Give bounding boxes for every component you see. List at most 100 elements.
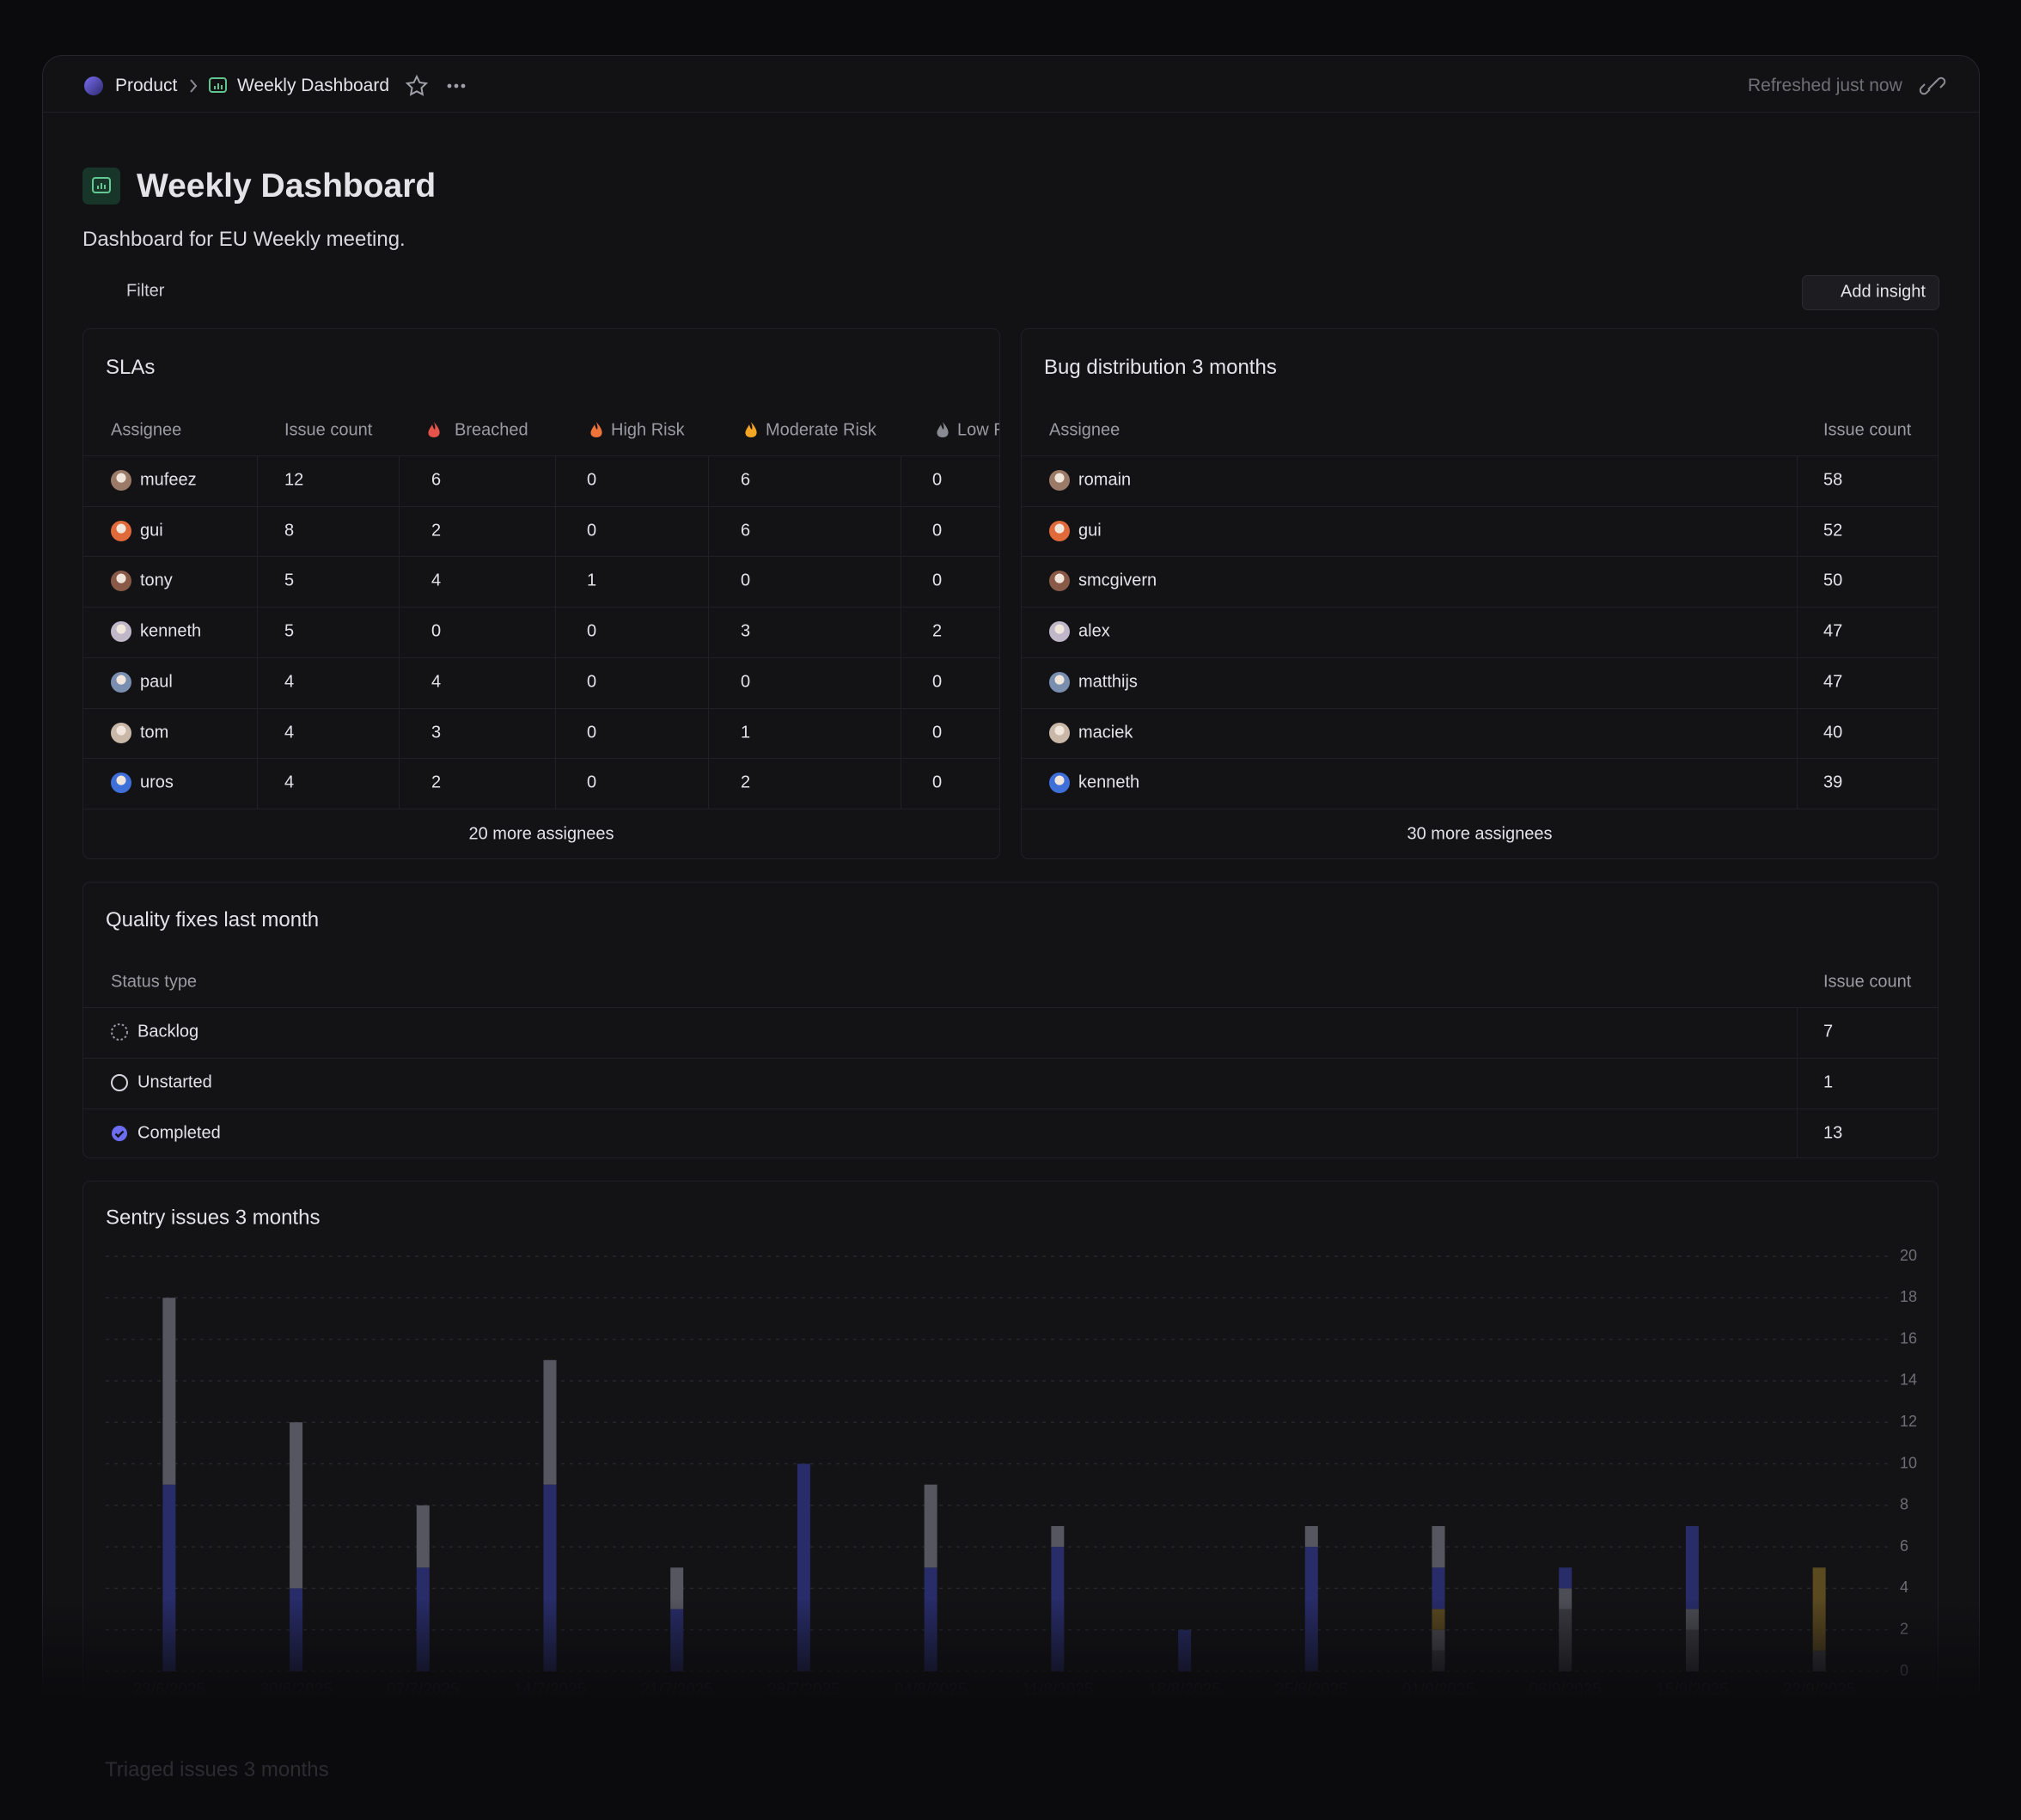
bar-segment — [1304, 1525, 1318, 1548]
avatar — [1049, 621, 1070, 643]
cell-value: 13 — [1823, 1123, 1843, 1143]
table-row[interactable] — [1022, 607, 1938, 657]
avatar — [111, 520, 131, 541]
cell-value: 0 — [587, 773, 597, 792]
table-row[interactable] — [83, 657, 999, 708]
cell-value: 0 — [932, 672, 943, 692]
column-header: Status type — [111, 972, 198, 992]
cell-value: 6 — [741, 521, 751, 541]
avatar — [1049, 520, 1070, 541]
cell-value: 47 — [1823, 621, 1843, 641]
add-insight-button[interactable] — [1802, 275, 1939, 310]
check — [114, 1130, 125, 1139]
table-row[interactable] — [83, 607, 999, 657]
copy-link[interactable] — [1919, 76, 1946, 95]
cell-value: 0 — [932, 470, 943, 490]
column-divider — [555, 455, 556, 809]
row-divider — [83, 455, 999, 456]
row-divider — [83, 556, 999, 558]
filter-button[interactable]: Filter — [126, 281, 165, 301]
more-menu[interactable] — [447, 83, 466, 89]
row-label: mufeez — [140, 470, 197, 490]
y-tick-label: 14 — [1900, 1371, 1917, 1389]
avatar — [111, 773, 131, 794]
cell-value: 1 — [587, 571, 597, 590]
cell-value: 0 — [932, 571, 943, 590]
column-header: High Risk — [611, 420, 685, 440]
table-row[interactable] — [83, 506, 999, 557]
avatar — [1049, 571, 1070, 592]
status-label: Backlog — [137, 1022, 199, 1041]
table-row[interactable] — [83, 556, 999, 607]
row-divider — [1022, 758, 1938, 760]
avatar — [111, 571, 131, 592]
status-icon — [112, 1126, 127, 1141]
column-divider — [399, 455, 400, 809]
add-insight-label[interactable]: Add insight — [1841, 282, 1926, 302]
column-header: Assignee — [1049, 420, 1120, 440]
column-header: Issue count — [1823, 972, 1912, 992]
breadcrumb-current[interactable]: Weekly Dashboard — [237, 76, 390, 95]
table-row[interactable] — [83, 455, 999, 506]
product-icon — [84, 76, 103, 95]
cell-value: 47 — [1823, 672, 1843, 692]
cell-value: 12 — [284, 470, 304, 490]
next-card-title: Triaged issues 3 months — [105, 1758, 329, 1781]
y-tick-label: 16 — [1900, 1329, 1917, 1347]
table-row[interactable] — [1022, 758, 1938, 809]
table-row[interactable] — [1022, 506, 1938, 557]
bar-segment — [924, 1484, 937, 1568]
cell-value: 0 — [741, 672, 751, 692]
cell-value: 5 — [284, 621, 295, 641]
column-header: Issue count — [1823, 420, 1912, 440]
cell-value: 2 — [741, 773, 751, 792]
table-row[interactable] — [1022, 455, 1938, 506]
avatar — [111, 621, 131, 643]
risk-icon — [590, 422, 602, 437]
row-divider — [83, 607, 999, 608]
column-divider — [257, 455, 258, 809]
refresh-status: Refreshed just now — [1748, 76, 1902, 95]
dashboard-icon — [209, 77, 227, 93]
cell-value: 0 — [587, 521, 597, 541]
cell-value: 4 — [284, 672, 295, 692]
card-title: SLAs — [106, 356, 156, 379]
table-row[interactable] — [83, 758, 999, 809]
row-label: paul — [140, 672, 173, 692]
cell-value: 7 — [1823, 1022, 1834, 1041]
cell-value: 2 — [431, 521, 442, 541]
more-assignees[interactable]: 20 more assignees — [468, 824, 614, 844]
cell-value: 0 — [587, 621, 597, 641]
title-icon-bars — [97, 183, 106, 189]
flame — [590, 422, 602, 437]
y-tick-label: 10 — [1900, 1454, 1917, 1471]
status-circle — [111, 1023, 128, 1041]
avatar — [111, 722, 131, 743]
column-header: Breached — [455, 420, 528, 440]
risk-icon — [428, 422, 440, 437]
cell-value: 3 — [431, 723, 442, 742]
cell-value: 3 — [741, 621, 751, 641]
row-label: matthijs — [1078, 672, 1138, 692]
row-label: alex — [1078, 621, 1110, 641]
table-row[interactable] — [83, 708, 999, 759]
table-row[interactable] — [1022, 657, 1938, 708]
page-description: Dashboard for EU Weekly meeting. — [82, 228, 406, 251]
row-label: smcgivern — [1078, 571, 1157, 590]
topbar-icons — [82, 74, 1946, 205]
table-row[interactable] — [1022, 556, 1938, 607]
table-row[interactable] — [1022, 708, 1938, 759]
row-divider — [83, 758, 999, 760]
avatar — [111, 470, 131, 491]
bar-segment — [290, 1422, 303, 1589]
row-label: romain — [1078, 470, 1132, 490]
quality-card: Quality fixes last month Status type Issue… — [82, 882, 1939, 1158]
more-assignees[interactable]: 30 more assignees — [1407, 824, 1553, 844]
flame — [745, 422, 757, 437]
cell-value: 0 — [932, 773, 943, 792]
breadcrumb-parent[interactable]: Product — [115, 76, 178, 95]
cell-value: 1 — [1823, 1072, 1834, 1092]
cell-value: 0 — [932, 723, 943, 742]
favorite-star[interactable] — [405, 74, 429, 96]
